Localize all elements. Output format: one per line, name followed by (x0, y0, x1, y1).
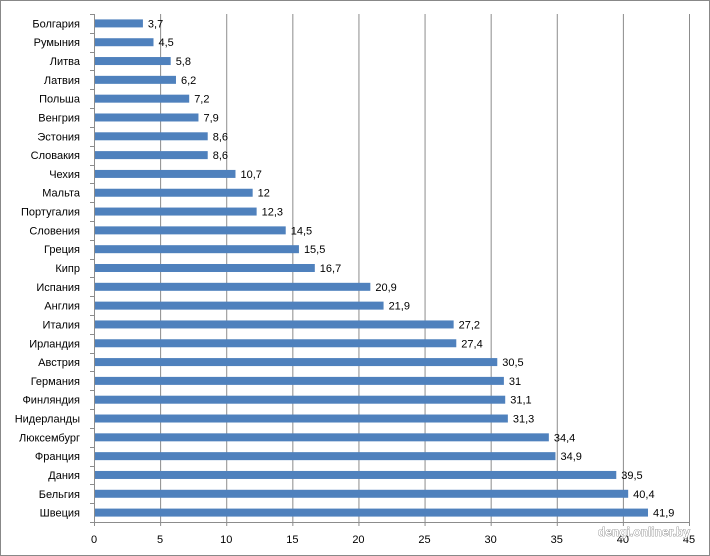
value-label: 6,2 (181, 75, 196, 87)
category-label: Бельгия (39, 489, 80, 501)
bar (95, 132, 208, 141)
bar (95, 282, 371, 291)
category-label: Финляндия (22, 395, 80, 407)
category-label: Франция (35, 451, 80, 463)
category-labels: Болгария Румыния Литва Латвия Польша Венгрия Э… (15, 14, 94, 523)
value-label: 7,2 (194, 94, 209, 106)
bar (95, 207, 257, 216)
category-label: Литва (50, 56, 81, 68)
value-labels: 3,7 4,55,8 6,2 7,2 7,9 8,6 8,6 10,7 12 12,3 14,5 15… (148, 18, 675, 519)
watermark: dengi.onliner.by (598, 525, 690, 539)
bar (95, 151, 208, 160)
bar (95, 113, 199, 122)
bar (95, 94, 190, 103)
value-label: 20,9 (375, 282, 396, 294)
x-tick-label: 35 (551, 534, 563, 546)
value-label: 34,4 (554, 432, 575, 444)
category-label: Испания (36, 282, 80, 294)
value-label: 7,9 (203, 112, 218, 124)
value-label: 27,4 (461, 338, 482, 350)
category-label: Кипр (55, 263, 80, 275)
bar (95, 508, 649, 517)
value-label: 8,6 (213, 150, 228, 162)
value-label: 34,9 (560, 451, 581, 463)
value-label: 40,4 (633, 489, 654, 501)
bar (95, 470, 617, 479)
bar (95, 301, 384, 310)
category-label: Португалия (21, 207, 80, 219)
category-label: Италия (43, 319, 81, 331)
category-label: Словения (29, 225, 80, 237)
bar (95, 395, 506, 404)
bar (95, 452, 556, 461)
category-label: Дания (48, 470, 80, 482)
x-tick-label: 40 (617, 534, 629, 546)
value-label: 4,5 (159, 37, 174, 49)
category-label: Эстония (37, 131, 80, 143)
category-label: Англия (44, 301, 80, 313)
bar (95, 339, 457, 348)
x-tick-label: 30 (485, 534, 497, 546)
x-tick-label: 10 (220, 534, 232, 546)
category-label: Швеция (40, 508, 80, 520)
value-label: 27,2 (459, 319, 480, 331)
bar (95, 169, 236, 178)
category-label: Венгрия (38, 112, 80, 124)
value-label: 16,7 (320, 263, 341, 275)
value-label: 14,5 (291, 225, 312, 237)
bar (95, 358, 498, 367)
bar (95, 414, 508, 423)
category-label: Нидерланды (15, 414, 80, 426)
bar (95, 57, 171, 66)
bar (95, 376, 504, 385)
value-label: 30,5 (502, 357, 523, 369)
value-label: 21,9 (389, 301, 410, 313)
x-tick-label: 15 (286, 534, 298, 546)
x-tick-label: 20 (352, 534, 364, 546)
bars (95, 19, 649, 517)
category-label: Мальта (42, 188, 81, 200)
category-label: Чехия (49, 169, 80, 181)
value-label: 31,1 (510, 395, 531, 407)
bar (95, 245, 299, 254)
x-tick-label: 0 (91, 534, 97, 546)
value-label: 15,5 (304, 244, 325, 256)
x-tick-label: 45 (683, 534, 695, 546)
bar (95, 264, 315, 272)
bar (95, 75, 176, 84)
value-label: 3,7 (148, 18, 163, 30)
bar (95, 320, 454, 329)
x-tick-label: 5 (157, 534, 163, 546)
value-label: 12 (258, 188, 270, 200)
category-label: Латвия (44, 75, 80, 87)
value-label: 41,9 (653, 508, 674, 520)
bar (95, 38, 154, 47)
value-label: 31,3 (513, 414, 534, 426)
category-label: Болгария (32, 18, 80, 30)
x-axis-ticks: 0 5 10 15 20 25 30 35 40 45 (91, 522, 695, 546)
bar (95, 489, 629, 498)
value-label: 12,3 (262, 207, 283, 219)
value-label: 8,6 (213, 131, 228, 143)
value-label: 31 (509, 376, 521, 388)
value-label: 39,5 (621, 470, 642, 482)
value-label: 5,8 (176, 56, 191, 68)
bar (95, 226, 286, 235)
bar (95, 188, 253, 197)
value-label: 10,7 (240, 169, 261, 181)
category-label: Словакия (31, 150, 80, 162)
category-label: Греция (44, 244, 80, 256)
category-label: Люксембург (19, 432, 80, 444)
category-label: Австрия (38, 357, 80, 369)
category-label: Польша (39, 94, 81, 106)
x-tick-label: 25 (418, 534, 430, 546)
category-label: Ирландия (29, 338, 80, 350)
bar (95, 433, 549, 442)
bar (95, 19, 143, 28)
category-label: Румыния (34, 37, 80, 49)
category-label: Германия (31, 376, 80, 388)
